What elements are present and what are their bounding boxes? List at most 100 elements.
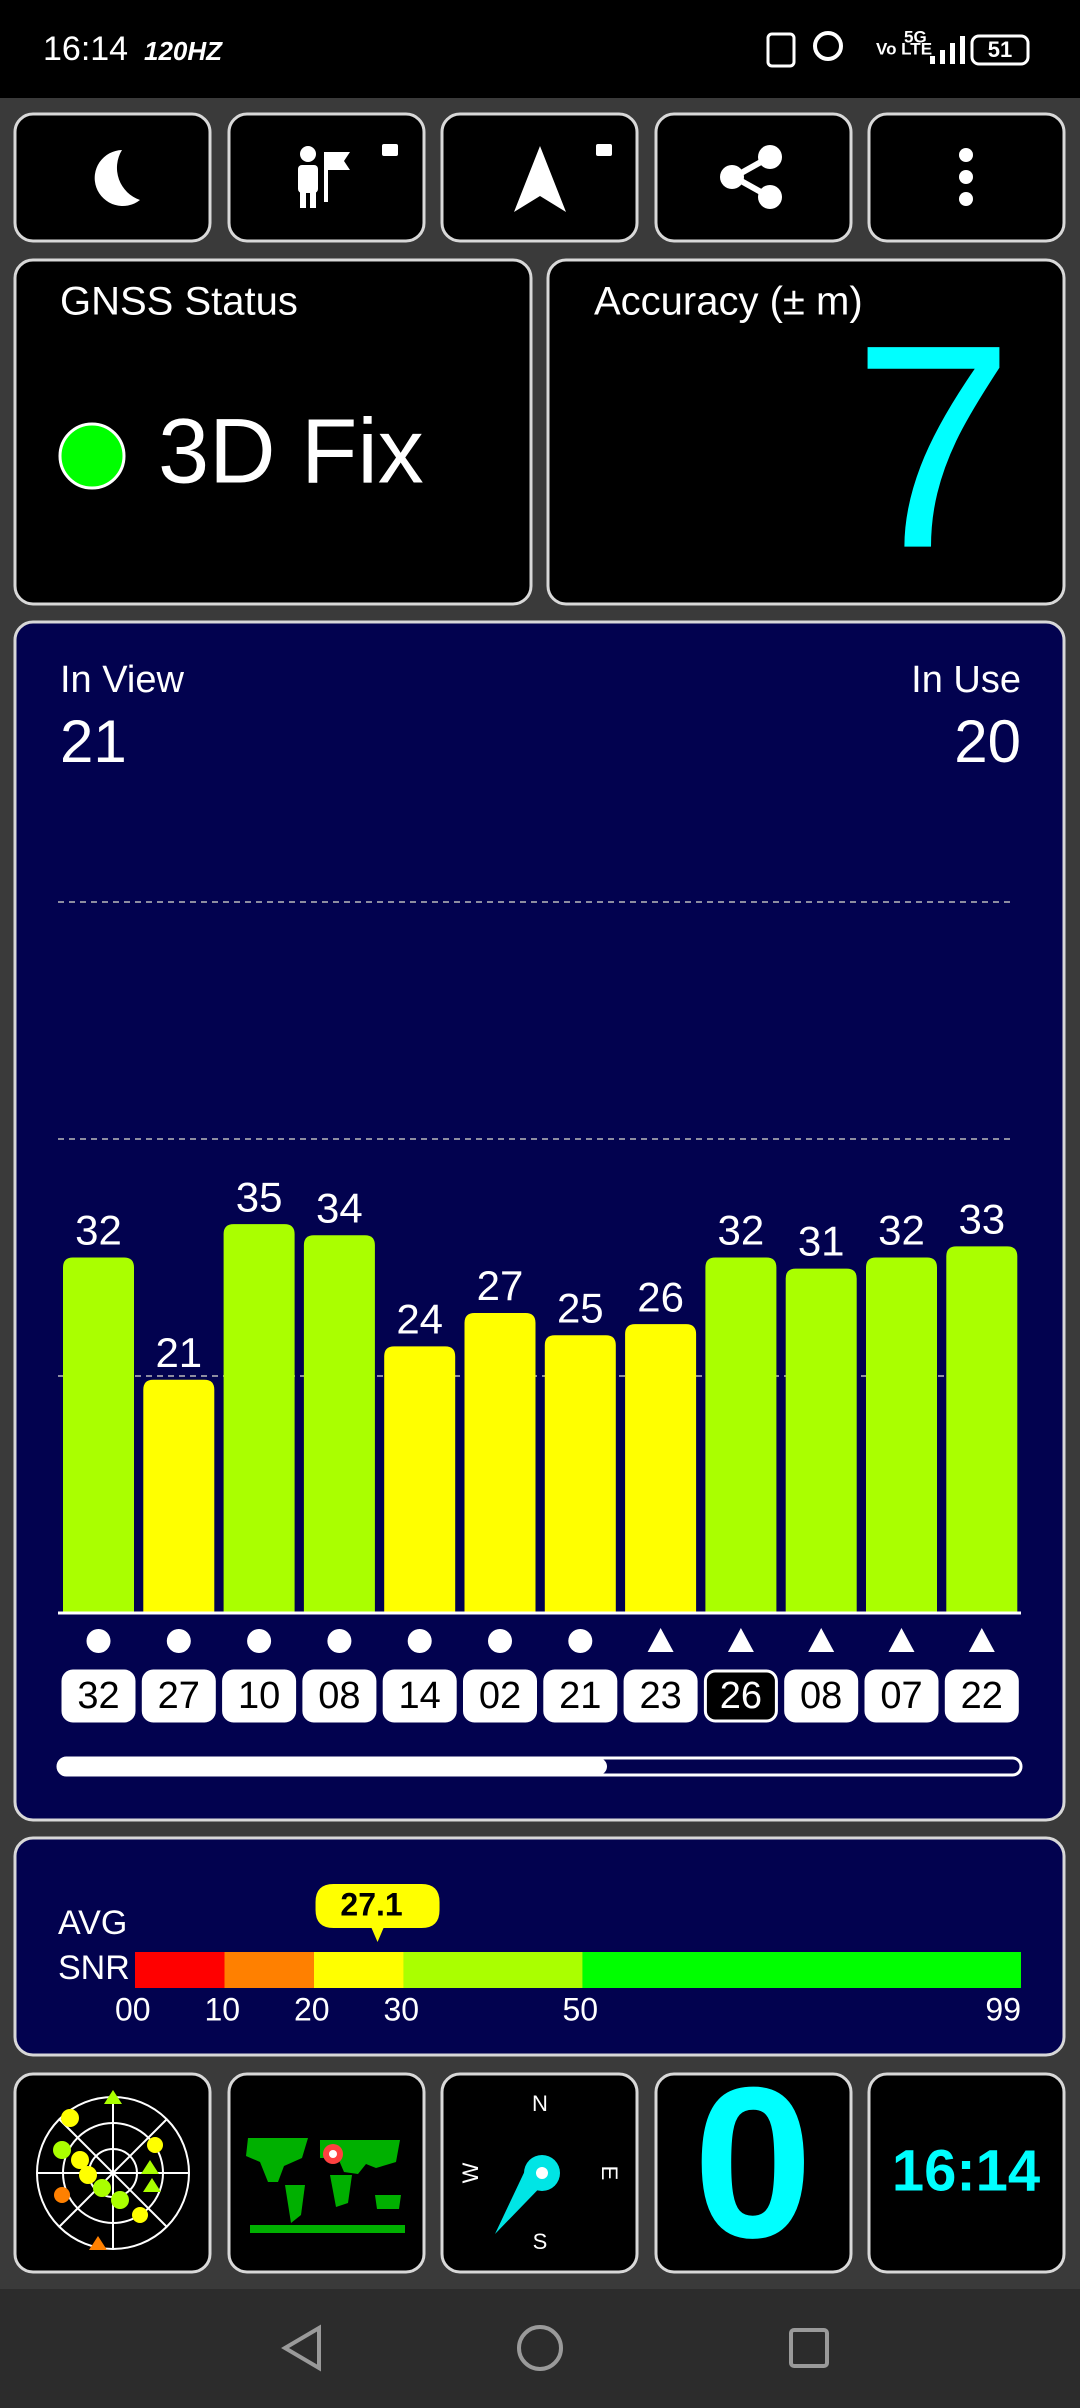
bar-value-label: 31 [798, 1218, 845, 1265]
snr-bar [544, 1335, 616, 1613]
satellite-id: 26 [720, 1675, 762, 1717]
back-button[interactable] [281, 2324, 321, 2372]
satellite-id: 14 [399, 1675, 441, 1717]
battery-level: 51 [988, 37, 1012, 62]
satellite-id: 08 [800, 1675, 842, 1717]
snr-bar [946, 1246, 1018, 1613]
snr-bar [143, 1379, 215, 1613]
satellite-id-box [463, 1669, 537, 1723]
navigation-bar [0, 2289, 1080, 2408]
snr-tick-label: 50 [562, 1991, 598, 2027]
snr-label: SNR [58, 1949, 130, 1987]
fix-status: 3D Fix [158, 400, 424, 502]
bar-value-label: 25 [557, 1284, 604, 1331]
speed-value: 0 [693, 2042, 813, 2283]
satellite-id-box [623, 1669, 698, 1723]
satellite-id-box [141, 1669, 216, 1723]
snr-range-segment [224, 1952, 314, 1988]
avg-snr-scale: 00 10 20 30 50 99 27.1 [115, 1884, 1021, 2027]
snr-range-segment [313, 1952, 404, 1988]
signal-icon [930, 36, 965, 64]
avg-snr-marker [315, 1884, 440, 1942]
avg-snr-card [13, 1836, 1066, 2057]
avg-snr-value: 27.1 [340, 1886, 402, 1922]
snr-range-segment [403, 1952, 583, 1988]
snr-tick-label: 00 [115, 1991, 151, 2027]
constellation-marker [327, 1629, 352, 1653]
location-icon [813, 31, 843, 61]
snr-bar [384, 1346, 456, 1613]
compass-north: N [532, 2091, 548, 2116]
satellite-id-box [302, 1669, 377, 1723]
satellite-id-box [864, 1669, 939, 1723]
satellite-id: 21 [559, 1675, 601, 1717]
satellite-id: 27 [158, 1675, 200, 1717]
snr-tick-label: 10 [204, 1991, 240, 2027]
refresh-rate: 120HZ [144, 36, 223, 66]
home-button[interactable] [517, 2325, 563, 2371]
snr-bar [625, 1324, 697, 1613]
constellation-marker [247, 1629, 272, 1653]
bar-value-label: 32 [718, 1207, 765, 1254]
volte: Vo LTE [876, 39, 932, 58]
scroll-thumb[interactable] [58, 1758, 607, 1775]
in-use-label: In Use [911, 659, 1021, 701]
clock-value: 16:14 [892, 2138, 1040, 2203]
avg-label: AVG [58, 1904, 127, 1942]
snr-range-segment [582, 1952, 1021, 1988]
snr-bar [303, 1235, 375, 1613]
battery-icon [970, 34, 1030, 66]
sky-plot [36, 2096, 190, 2250]
person-flag-icon [298, 144, 398, 208]
arrow-icon [514, 144, 612, 212]
snr-bar-chart: 32 32 21 27 35 10 34 08 24 14 27 02 25 21 26 23 32 26 31 08… [58, 901, 1021, 1723]
snr-bar [464, 1313, 536, 1613]
constellation-marker [407, 1629, 432, 1653]
satellite-id-box [944, 1669, 1019, 1723]
share-icon [720, 145, 782, 209]
satellite-id: 10 [238, 1675, 280, 1717]
satellite-id: 08 [318, 1675, 360, 1717]
satellite-id-box [61, 1669, 136, 1723]
compass-west: W [458, 2162, 483, 2183]
satellite-id: 23 [639, 1675, 681, 1717]
snr-bar [785, 1268, 857, 1613]
fix-indicator [58, 422, 126, 490]
constellation-marker [86, 1629, 111, 1653]
menu-icon [959, 148, 973, 206]
bar-value-label: 34 [316, 1184, 363, 1231]
snr-bar [705, 1257, 777, 1613]
moon-icon [94, 150, 140, 206]
in-view-label: In View [60, 659, 184, 701]
world-map-tile[interactable] [227, 2072, 426, 2274]
compass-south: S [533, 2229, 548, 2254]
constellation-marker [488, 1629, 512, 1653]
satellite-id: 07 [880, 1675, 922, 1717]
constellation-marker [647, 1628, 674, 1652]
snr-tick-label: 30 [383, 1991, 419, 2027]
satellite-id: 32 [77, 1675, 119, 1717]
compass-needle [495, 2155, 560, 2234]
constellation-marker [166, 1629, 191, 1653]
bar-value-label: 35 [236, 1173, 283, 1220]
satellite-id-box [784, 1669, 859, 1723]
recents-button[interactable] [789, 2328, 829, 2368]
network: 5G [904, 27, 927, 46]
clock-tile[interactable] [867, 2072, 1066, 2274]
constellation-marker [888, 1628, 915, 1652]
share-button[interactable] [654, 112, 853, 243]
snr-tick-label: 20 [294, 1991, 330, 2027]
bar-value-label: 21 [155, 1329, 202, 1376]
sky-plot-satellites [53, 2090, 163, 2250]
speed-tile[interactable] [654, 2072, 853, 2274]
snr-tick-label: 99 [985, 1991, 1021, 2027]
bar-value-label: 32 [878, 1207, 925, 1254]
snr-range-segment [135, 1952, 225, 1988]
world-map [246, 2138, 405, 2233]
accuracy-title: Accuracy (± m) [594, 280, 863, 324]
status-bar [0, 0, 1080, 98]
snr-bar [866, 1257, 937, 1613]
satellite-id: 02 [479, 1675, 521, 1717]
satellite-id-box [222, 1669, 297, 1723]
